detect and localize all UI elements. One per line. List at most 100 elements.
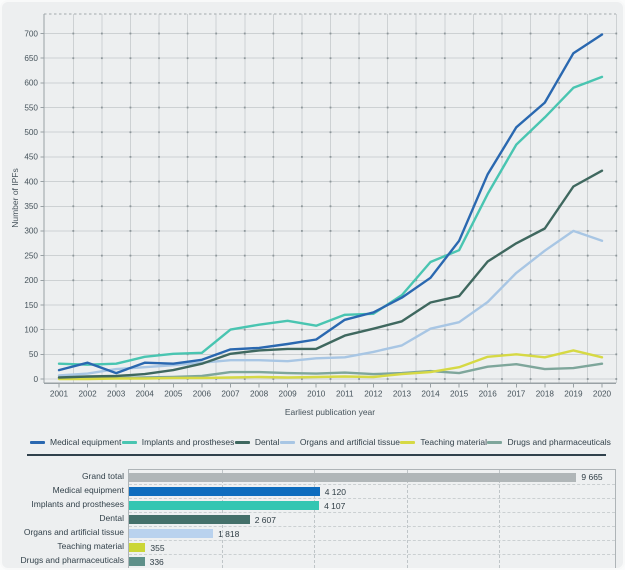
grid-dot (443, 106, 446, 109)
bar-row: 355 (129, 540, 615, 554)
bar-category-label: Drugs and pharmaceuticals (20, 555, 124, 565)
grid-dot (529, 353, 532, 356)
grid-dot (243, 378, 246, 380)
grid-dot (615, 328, 618, 331)
y-tick-label: 700 (24, 29, 38, 38)
x-tick-label: 2005 (164, 390, 183, 399)
bar-value-label: 4 107 (324, 500, 346, 511)
legend-swatch (487, 440, 503, 444)
grid-dot (186, 279, 189, 282)
grid-dot (215, 205, 218, 208)
grid-dot (243, 180, 246, 183)
grid-dot (272, 279, 275, 282)
grid-dot (215, 180, 218, 183)
legend-label: Organs and artificial tissue (299, 437, 400, 447)
grid-dot (129, 81, 132, 84)
grid-dot (129, 230, 132, 232)
grid-dot (272, 230, 275, 232)
grid-dot (415, 106, 418, 109)
grid-dot (558, 180, 561, 183)
legend-swatch (279, 440, 295, 444)
grid-dot (415, 378, 418, 380)
grid-dot (158, 106, 160, 109)
grid-dot (558, 328, 561, 331)
grid-dot (215, 304, 218, 306)
x-tick-label: 2012 (364, 390, 383, 399)
grid-dot (272, 205, 275, 208)
grid-dot (558, 32, 561, 35)
grid-dot (472, 328, 475, 331)
bar-category-label: Grand total (81, 471, 124, 481)
grid-dot (501, 205, 503, 208)
grid-dot (558, 304, 561, 306)
grid-dot (158, 205, 160, 208)
grid-dot (415, 328, 418, 331)
grid-dot (472, 81, 475, 84)
grid-dot (100, 57, 103, 60)
grid-dot (72, 230, 75, 232)
y-tick-label: 600 (24, 79, 38, 88)
grid-dot (129, 279, 132, 282)
bar-row: 4 107 (129, 498, 615, 512)
grid-dot (586, 328, 589, 331)
x-tick-label: 2003 (107, 390, 126, 399)
grid-dot (129, 180, 132, 183)
grid-dot (129, 106, 132, 109)
grid-dot (215, 328, 218, 331)
grid-dot (586, 131, 589, 134)
grid-dot (215, 230, 218, 232)
grid-dot (129, 205, 132, 208)
grid-dot (586, 205, 589, 208)
x-tick-label: 2002 (78, 390, 97, 399)
legend-item: Implants and prostheses (121, 437, 234, 447)
grid-dot (386, 131, 389, 134)
grid-dot (329, 180, 332, 183)
bar-value-label: 4 120 (324, 486, 346, 497)
grid-dot (358, 328, 360, 331)
line-chart: 0 50 100 150 200 250 300 350 400 450 500 550 600 650 7… (24, 13, 618, 399)
legend-swatch (400, 440, 416, 444)
grid-dot (529, 205, 532, 208)
grid-dot (443, 131, 446, 134)
grid-dot (558, 81, 561, 84)
bar-value-label: 336 (149, 556, 164, 567)
x-tick-label: 2006 (193, 390, 212, 399)
grid-dot (615, 180, 618, 183)
bar-value-label: 355 (150, 542, 165, 553)
grid-dot (501, 32, 503, 35)
grid-dot (329, 378, 332, 380)
grid-dot (158, 81, 160, 84)
grid-dot (243, 230, 246, 232)
grid-dot (415, 304, 418, 306)
grid-dot (558, 106, 561, 109)
x-tick-label: 2019 (564, 390, 583, 399)
grid-dot (586, 32, 589, 35)
grid-dot (301, 205, 303, 208)
grid-dot (186, 106, 189, 109)
grid-dot (215, 32, 218, 35)
grid-dot (158, 279, 160, 282)
x-tick-label: 2013 (393, 390, 412, 399)
grid-dot (272, 180, 275, 183)
bar-value-label: 9 665 (581, 472, 603, 482)
grid-dot (443, 353, 446, 356)
x-tick-label: 2004 (136, 390, 155, 399)
grid-dot (301, 230, 303, 232)
grid-dot (329, 230, 332, 232)
grid-dot (501, 131, 503, 134)
grid-dot (529, 254, 532, 257)
grid-dot (215, 378, 218, 380)
bar-category-label: Medical equipment (52, 485, 124, 495)
grid-dot (529, 57, 532, 60)
legend-item: Teaching material (400, 437, 487, 447)
grid-dot (615, 254, 618, 257)
grid-dot (615, 106, 618, 109)
grid-dot (501, 81, 503, 84)
grid-dot (586, 279, 589, 282)
grid-dot (358, 279, 360, 282)
bar-row: 9 665 (129, 470, 615, 484)
grid-dot (215, 131, 218, 134)
grid-dot (301, 155, 303, 158)
x-tick-label: 2008 (250, 390, 269, 399)
bar-row: 1 818 (129, 526, 615, 540)
